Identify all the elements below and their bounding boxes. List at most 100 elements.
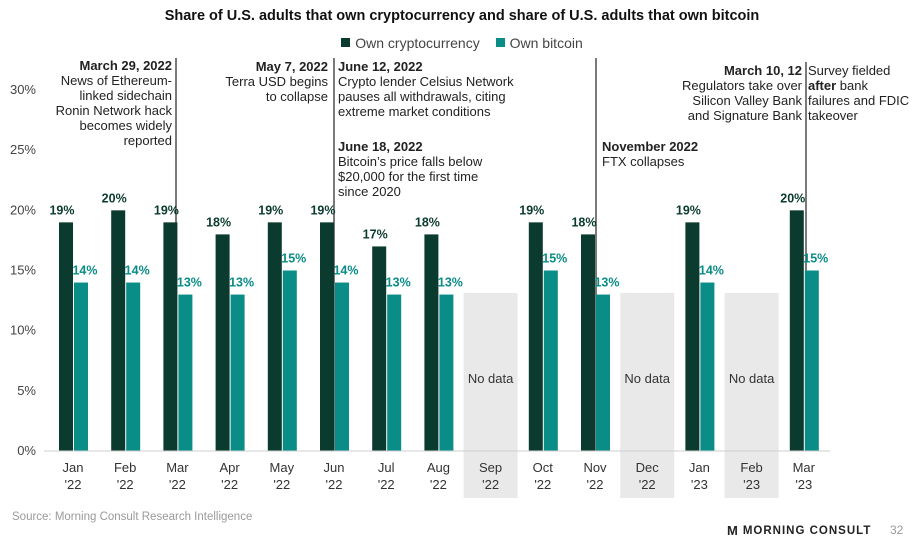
data-label-bitcoin: 13% (177, 276, 202, 290)
bar-bitcoin (804, 270, 819, 451)
no-data-box (620, 293, 675, 498)
legend-label-bitcoin: Own bitcoin (509, 34, 583, 51)
annotation-jun18-2022-line: $20,000 for the first time (338, 169, 479, 184)
annotation-jun12-2022-line: Crypto lender Celsius Network (338, 74, 514, 89)
bar-bitcoin (335, 282, 349, 451)
annotation-mar-2023: March 10, 12 Regulators take over Silico… (652, 63, 802, 123)
annotation-jun12-2022-line: pauses all withdrawals, citing (338, 89, 506, 104)
annotation-mar-2022-line: News of Ethereum- (60, 73, 172, 88)
data-label-bitcoin: 15% (803, 252, 828, 266)
data-label-bitcoin: 14% (72, 264, 97, 278)
annotation-survey-line: takeover (808, 108, 858, 123)
annotation-mar-2022-line: Ronin Network hack (55, 103, 172, 118)
morning-consult-logo-icon: M (727, 523, 739, 538)
annotation-jun18-2022-line: since 2020 (338, 184, 401, 199)
data-label-crypto: 19% (49, 203, 74, 217)
bar-crypto (59, 222, 73, 451)
brand-logo: M MORNING CONSULT (727, 523, 871, 538)
annotation-mar-2022-line: linked sidechain (79, 88, 172, 103)
bar-crypto (320, 222, 334, 451)
bar-bitcoin (282, 270, 297, 451)
x-tick-month: Apr (219, 460, 240, 475)
bar-crypto (163, 222, 178, 451)
annotation-jun12-2022-line: extreme market conditions (338, 104, 491, 119)
legend-item-crypto: Own cryptocurrency (341, 35, 480, 51)
annotation-jun18-2022-date: June 18, 2022 (338, 139, 423, 154)
x-tick-year: '22 (221, 477, 238, 492)
x-tick-year: '23 (743, 477, 760, 492)
annotation-survey-after: after (808, 78, 837, 93)
annotation-survey: Survey fielded after bank failures and F… (808, 63, 922, 123)
page-number: 32 (890, 523, 904, 537)
bar-crypto (215, 234, 230, 451)
bar-bitcoin (439, 294, 454, 451)
annotation-mar-2023-line: Regulators take over (682, 78, 802, 93)
annotation-may-2022-line: to collapse (265, 89, 328, 104)
annotation-jun12-2022: June 12, 2022 Crypto lender Celsius Netw… (338, 59, 578, 119)
annotation-jun18-2022: June 18, 2022 Bitcoin’s price falls belo… (338, 139, 578, 199)
y-tick-label: 25% (10, 142, 36, 157)
x-tick-month: Jun (324, 460, 345, 475)
bar-crypto (789, 210, 804, 451)
data-label-bitcoin: 13% (594, 276, 619, 290)
bar-crypto (372, 246, 387, 451)
annotation-survey-line: Survey fielded (808, 63, 891, 78)
x-tick-year: '23 (691, 477, 708, 492)
x-tick-month: Mar (166, 460, 189, 475)
x-tick-year: '22 (430, 477, 447, 492)
data-label-crypto: 19% (676, 203, 701, 217)
annotation-nov-2022-line: FTX collapses (602, 154, 685, 169)
annotation-mar-2022: March 29, 2022 News of Ethereum- linked … (12, 58, 172, 148)
y-tick-label: 0% (17, 443, 36, 458)
data-label-bitcoin: 14% (333, 264, 358, 278)
annotation-mar-2023-line: Silicon Valley Bank (692, 93, 802, 108)
x-tick-year: '22 (587, 477, 604, 492)
x-tick-year: '22 (117, 477, 134, 492)
source-note: Source: Morning Consult Research Intelli… (12, 511, 253, 523)
x-tick-year: '22 (326, 477, 343, 492)
x-tick-month: Dec (636, 460, 660, 475)
x-tick-month: Jul (378, 460, 395, 475)
x-tick-month: Sep (479, 460, 502, 475)
x-tick-month: Feb (740, 460, 762, 475)
data-label-crypto: 17% (363, 227, 388, 241)
bar-bitcoin (178, 294, 193, 451)
bar-bitcoin (230, 294, 245, 451)
annotation-nov-2022: November 2022 FTX collapses (602, 139, 742, 169)
x-tick-month: Jan (63, 460, 84, 475)
x-tick-year: '22 (65, 477, 82, 492)
bar-bitcoin (700, 282, 715, 451)
no-data-box (724, 293, 779, 498)
data-label-crypto: 19% (310, 203, 335, 217)
x-tick-month: Nov (583, 460, 607, 475)
annotation-may-2022-date: May 7, 2022 (255, 59, 328, 74)
bar-crypto (581, 234, 595, 451)
bar-crypto (267, 222, 282, 451)
data-label-crypto: 18% (206, 215, 231, 229)
x-tick-month: Oct (533, 460, 554, 475)
annotation-may-2022: May 7, 2022 Terra USD begins to collapse (188, 59, 328, 104)
x-tick-year: '22 (639, 477, 656, 492)
data-label-bitcoin: 14% (699, 264, 724, 278)
annotation-mar-2022-date: March 29, 2022 (79, 58, 172, 73)
bar-crypto (528, 222, 543, 451)
x-tick-month: Mar (793, 460, 816, 475)
annotation-may-2022-line: Terra USD begins (225, 74, 328, 89)
annotation-mar-2022-line: reported (123, 133, 172, 148)
chart-title: Share of U.S. adults that own cryptocurr… (164, 8, 760, 24)
bar-crypto (424, 234, 439, 451)
data-label-bitcoin: 15% (542, 252, 567, 266)
x-tick-month: Jan (689, 460, 710, 475)
brand-name: MORNING CONSULT (742, 524, 872, 537)
bar-bitcoin (543, 270, 558, 451)
bar-bitcoin (387, 294, 402, 451)
y-tick-label: 5% (17, 383, 36, 398)
no-data-label: No data (729, 371, 775, 386)
y-tick-label: 20% (10, 202, 36, 217)
data-label-crypto: 19% (154, 203, 179, 217)
x-tick-year: '22 (534, 477, 551, 492)
bar-bitcoin (596, 294, 610, 451)
bar-bitcoin (74, 282, 88, 451)
data-label-bitcoin: 15% (281, 252, 306, 266)
annotation-mar-2023-line: and Signature Bank (687, 108, 802, 123)
